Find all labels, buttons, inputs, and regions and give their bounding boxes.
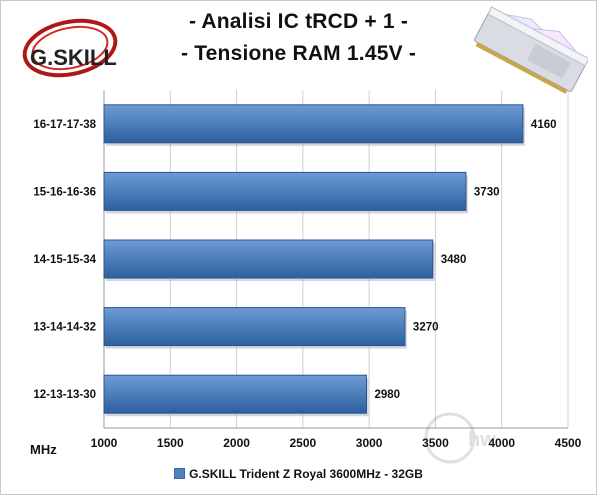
- bar: [103, 307, 406, 347]
- chart-title: - Analisi IC tRCD + 1 -: [188, 10, 409, 33]
- x-tick-label: 1000: [91, 436, 118, 450]
- bar: [103, 374, 367, 414]
- x-tick-label: 2000: [223, 436, 250, 450]
- data-label: 3480: [441, 254, 467, 266]
- x-tick-label: 4500: [555, 436, 582, 450]
- x-tick-label: 3000: [356, 436, 383, 450]
- x-tick-label: 2500: [290, 436, 317, 450]
- x-tick-label: 1500: [157, 436, 184, 450]
- bar: [103, 239, 434, 279]
- bar: [103, 171, 467, 211]
- chart-subtitle: - Tensione RAM 1.45V -: [180, 42, 417, 65]
- ram-module-image: [474, 6, 588, 94]
- legend-label: G.SKILL Trident Z Royal 3600MHz - 32GB: [189, 466, 423, 481]
- legend-swatch: [174, 468, 186, 480]
- svg-text:G.SKILL: G.SKILL: [30, 45, 117, 70]
- category-label: 15-16-16-36: [33, 186, 96, 198]
- data-label: 2980: [374, 389, 400, 401]
- svg-text:hw: hw: [468, 429, 496, 451]
- category-label: 12-13-13-30: [33, 389, 96, 401]
- category-label: 13-14-14-32: [33, 322, 96, 334]
- x-tick-label: 3500: [422, 436, 449, 450]
- category-label: 14-15-15-34: [33, 254, 96, 266]
- bar: [103, 104, 524, 144]
- watermark-logo: hw: [424, 412, 496, 464]
- x-tick-label: 4000: [488, 436, 515, 450]
- x-axis-label: MHz: [30, 442, 57, 457]
- data-label: 3270: [413, 322, 439, 334]
- legend: G.SKILL Trident Z Royal 3600MHz - 32GB: [0, 466, 597, 481]
- category-label: 16-17-17-38: [33, 119, 96, 131]
- gskill-logo: G.SKILL: [22, 18, 118, 78]
- data-label: 3730: [474, 186, 500, 198]
- data-label: 4160: [531, 119, 557, 131]
